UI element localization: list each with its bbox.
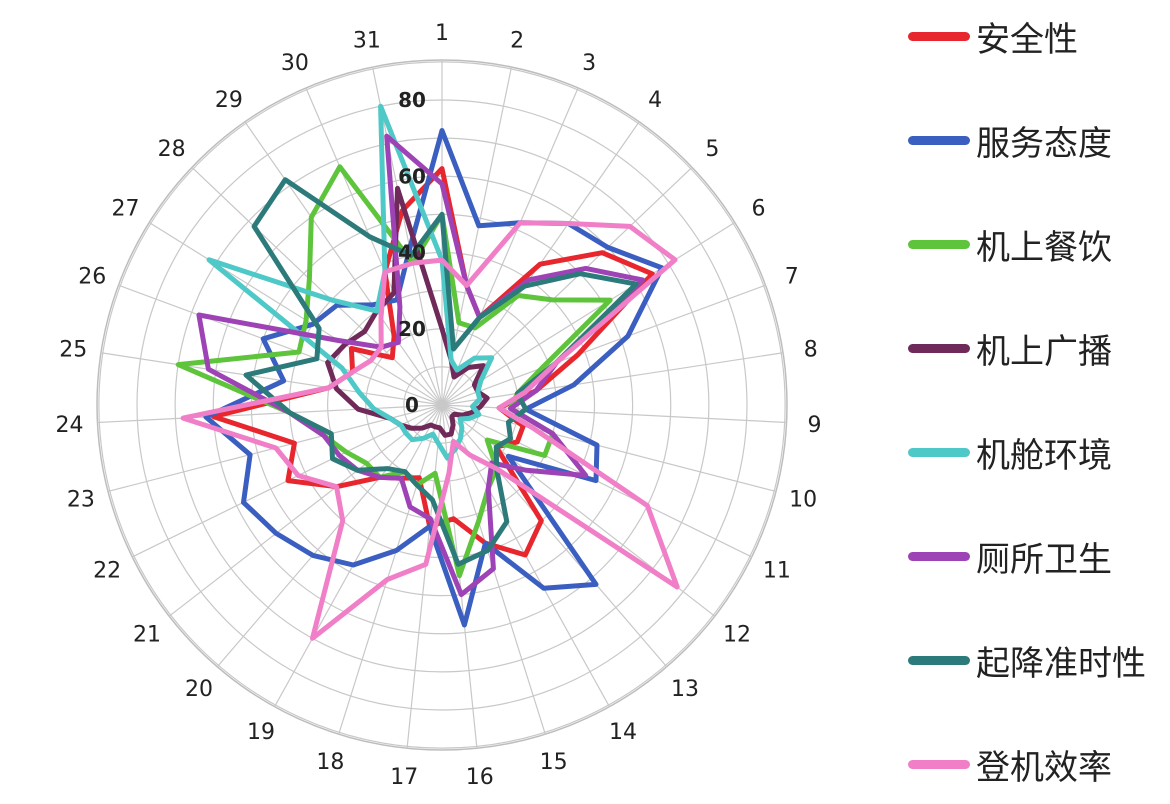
grid-spoke [441, 352, 784, 406]
category-label: 18 [316, 750, 344, 775]
category-label: 22 [93, 558, 121, 583]
legend-label: 起降准时性 [976, 643, 1146, 684]
grid-spoke [191, 166, 443, 406]
category-label: 24 [55, 413, 83, 438]
legend-item: 服务态度 [908, 110, 1112, 170]
legend-item: 机上餐饮 [908, 214, 1112, 274]
legend-swatch [908, 551, 970, 561]
category-label: 17 [390, 765, 418, 790]
legend-item: 登机效率 [908, 734, 1112, 794]
legend-swatch [908, 447, 970, 457]
series-line-7 [243, 177, 639, 567]
series-line-2 [203, 128, 665, 628]
category-label: 16 [466, 765, 494, 790]
category-label: 2 [510, 29, 524, 54]
radial-tick-label: 60 [398, 164, 426, 188]
grid-spoke [441, 284, 766, 406]
legend-swatch [908, 343, 970, 353]
chart-labels: 1 234567891011121314151617181920212223242… [55, 21, 821, 790]
category-label: 31 [353, 29, 381, 54]
series-line-5 [206, 103, 495, 461]
grid-spoke [441, 221, 736, 406]
legend-swatch [908, 31, 970, 41]
category-label: 19 [247, 720, 275, 745]
category-label: 28 [158, 137, 186, 162]
grid-spoke [244, 121, 443, 406]
category-label: 10 [789, 487, 817, 512]
legend-swatch [908, 759, 970, 769]
grid-spoke [100, 352, 443, 406]
category-label: 25 [59, 338, 87, 363]
category-label: 14 [609, 720, 637, 745]
category-label: 12 [723, 622, 751, 647]
legend-label: 登机效率 [976, 747, 1112, 788]
category-label: 13 [671, 677, 699, 702]
legend-swatch [908, 655, 970, 665]
grid-spoke [441, 87, 579, 406]
legend-item: 厕所卫生 [908, 526, 1112, 586]
legend-label: 机上餐饮 [976, 227, 1112, 268]
legend-item: 起降准时性 [908, 630, 1146, 690]
category-label: 7 [785, 264, 799, 289]
legend-item: 机上广播 [908, 318, 1112, 378]
series-line-8 [180, 220, 680, 641]
radial-tick-label: 20 [398, 317, 426, 341]
legend-swatch [908, 135, 970, 145]
chart-grid [96, 59, 788, 751]
grid-spoke [274, 404, 443, 707]
category-label: 1 [435, 21, 449, 46]
series-line-4 [325, 185, 490, 438]
category-label: 4 [648, 88, 662, 113]
chart-series [175, 103, 680, 641]
grid-spoke [118, 284, 443, 406]
grid-spoke [305, 87, 443, 406]
category-label: 23 [67, 487, 95, 512]
grid-spoke [406, 404, 443, 749]
category-label: 3 [582, 51, 596, 76]
series-line-3 [175, 164, 613, 579]
category-label: 9 [808, 413, 822, 438]
grid-spoke [216, 404, 443, 668]
grid-spoke [148, 221, 443, 406]
legend-label: 服务态度 [976, 123, 1112, 164]
grid-spoke [441, 404, 777, 493]
legend-item: 机舱环境 [908, 422, 1112, 482]
radial-tick-label: 40 [398, 241, 426, 265]
radial-tick-label: 80 [398, 88, 426, 112]
category-label: 27 [111, 197, 139, 222]
category-label: 29 [215, 88, 243, 113]
grid-spoke [371, 66, 443, 406]
category-label: 20 [185, 677, 213, 702]
category-label: 21 [133, 622, 161, 647]
category-label: 26 [78, 264, 106, 289]
legend-swatch [908, 239, 970, 249]
legend-item: 安全性 [908, 6, 1078, 66]
category-label: 30 [281, 51, 309, 76]
legend-label: 安全性 [976, 19, 1078, 60]
category-label: 6 [752, 197, 766, 222]
radial-tick-label: 0 [405, 393, 419, 417]
category-label: 11 [763, 558, 791, 583]
legend-label: 机舱环境 [976, 435, 1112, 476]
category-label: 15 [540, 750, 568, 775]
category-label: 8 [804, 338, 818, 363]
grid-spoke [441, 404, 668, 668]
grid-spoke [168, 404, 443, 617]
grid-spoke [97, 404, 443, 424]
radar-chart: 1 234567891011121314151617181920212223242… [55, 21, 821, 790]
legend-label: 厕所卫生 [976, 539, 1112, 580]
grid-spoke [338, 404, 443, 735]
legend-label: 机上广播 [976, 331, 1112, 372]
category-label: 5 [705, 137, 719, 162]
grid-spoke [441, 404, 787, 424]
